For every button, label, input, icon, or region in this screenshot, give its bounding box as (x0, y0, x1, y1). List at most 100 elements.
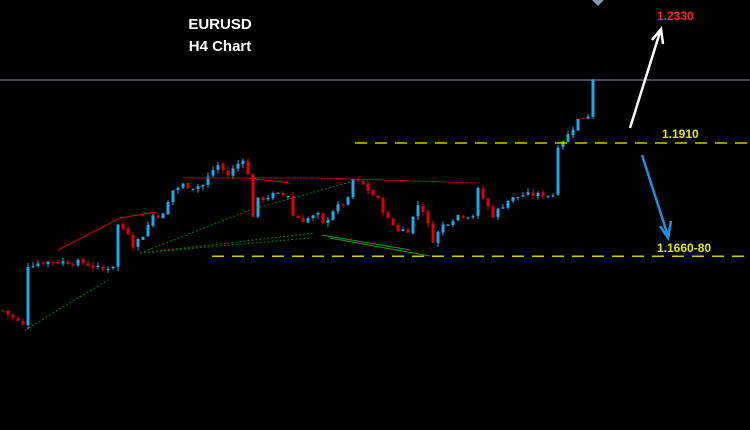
bear-candle (226, 166, 230, 178)
candle-body (391, 218, 395, 226)
bear-candle (1, 309, 5, 312)
bull-candle (276, 192, 280, 194)
candle-body (181, 183, 185, 188)
candle-body (326, 219, 330, 223)
bull-candle (351, 178, 355, 199)
candle-body (501, 207, 505, 209)
candle-body (236, 163, 240, 169)
bull-candle (331, 209, 335, 221)
candles (1, 78, 595, 330)
bull-candle (201, 184, 205, 191)
candle-body (96, 265, 100, 267)
bear-candle (16, 315, 20, 322)
bull-candle (26, 263, 30, 330)
bear-candle (341, 203, 345, 208)
trend-lines (24, 177, 477, 331)
bear-candle (86, 260, 90, 267)
candle-body (41, 262, 45, 264)
bull-candle (111, 266, 115, 270)
bull-candle (216, 161, 220, 174)
red-trendline (183, 177, 477, 184)
candle-body (36, 263, 40, 267)
candle-body (471, 216, 475, 218)
bear-candle (186, 182, 190, 189)
level-label-1: 1.1910 (662, 127, 699, 141)
bear-candle (81, 257, 85, 266)
candle-body (61, 261, 65, 264)
bull-candle (496, 207, 500, 221)
bear-candle (261, 196, 265, 204)
bull-candle (476, 186, 480, 220)
bear-candle (421, 202, 425, 217)
candle-body (506, 200, 510, 208)
bull-candle (506, 200, 510, 210)
candle-body (76, 259, 80, 266)
candle-body (526, 192, 530, 195)
bear-candle (56, 259, 60, 265)
candle-body (51, 261, 55, 263)
bull-candle (411, 216, 415, 235)
candle-body (121, 223, 125, 229)
bear-candle (221, 161, 225, 174)
bull-candle (116, 224, 120, 271)
bear-candle (361, 180, 365, 185)
candle-body (321, 213, 325, 224)
candle-body (6, 310, 10, 315)
candle-body (251, 174, 255, 217)
bull-candle (61, 258, 65, 267)
candle-body (156, 215, 160, 218)
bull-candle (591, 78, 595, 119)
candle-body (196, 186, 200, 189)
bull-candle (31, 262, 35, 268)
bull-candle (161, 212, 165, 219)
candle-body (331, 211, 335, 220)
bear-candle (376, 194, 380, 199)
bull-candle (76, 258, 80, 268)
bull-candle (446, 224, 450, 227)
bear-candle (131, 231, 135, 251)
candle-body (226, 170, 230, 176)
up-arrow-icon (628, 25, 665, 129)
bull-candle (566, 130, 570, 142)
candle-body (396, 225, 400, 232)
green-trendline (24, 279, 109, 331)
candle-body (556, 147, 560, 195)
level-label-2: 1.1660-80 (657, 241, 712, 255)
candle-body (351, 179, 355, 198)
candle-body (376, 195, 380, 198)
candle-body (516, 196, 520, 198)
candle-body (151, 215, 155, 226)
bull-candle (571, 126, 575, 139)
bear-candle (121, 221, 125, 231)
bull-candle (516, 196, 520, 201)
bull-candle (231, 165, 235, 179)
bull-candle (136, 238, 140, 251)
bear-candle (291, 191, 295, 216)
target-up-label: 1.2330 (657, 9, 694, 23)
bear-candle (51, 261, 55, 267)
candle-body (346, 197, 350, 205)
bull-candle (336, 200, 340, 215)
candle-body (286, 195, 290, 197)
candle-body (436, 231, 440, 244)
bear-candle (356, 176, 360, 183)
candle-body (106, 269, 110, 271)
candle-body (146, 224, 150, 237)
bear-candle (541, 189, 545, 200)
candle-body (111, 266, 115, 269)
bull-candle (311, 214, 315, 221)
bull-candle (561, 140, 565, 150)
candle-body (456, 215, 460, 221)
candle-body (441, 224, 445, 233)
bull-candle (196, 183, 200, 193)
bear-candle (41, 260, 45, 265)
candle-body (496, 208, 500, 218)
candle-body (571, 129, 575, 136)
bull-candle (181, 182, 185, 190)
bear-candle (491, 204, 495, 219)
bear-candle (381, 196, 385, 217)
candle-body (11, 314, 15, 318)
candle-body (266, 197, 270, 200)
bull-candle (436, 230, 440, 248)
